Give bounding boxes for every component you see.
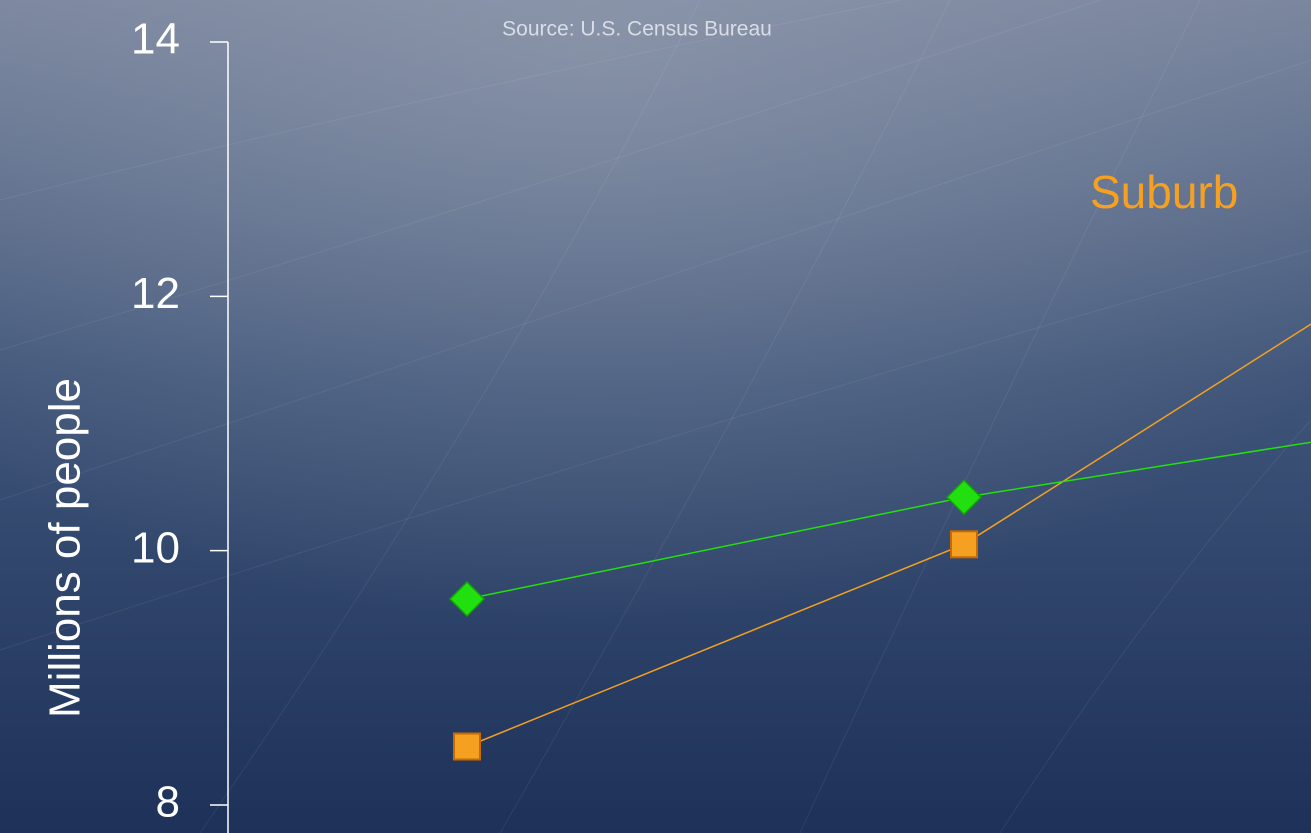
square-marker [950, 530, 978, 559]
diamond-marker [945, 479, 983, 516]
y-tick-label: 14 [131, 15, 180, 64]
series-label: Suburb [1090, 166, 1238, 218]
y-tick-label: 8 [156, 778, 180, 827]
y-tick-label: 12 [131, 269, 180, 318]
source-note: Source: U.S. Census Bureau [502, 18, 772, 41]
y-axis-label: Millions of people [41, 378, 90, 718]
diamond-marker [448, 580, 486, 618]
y-tick-label: 10 [131, 523, 180, 572]
square-marker [453, 732, 481, 761]
